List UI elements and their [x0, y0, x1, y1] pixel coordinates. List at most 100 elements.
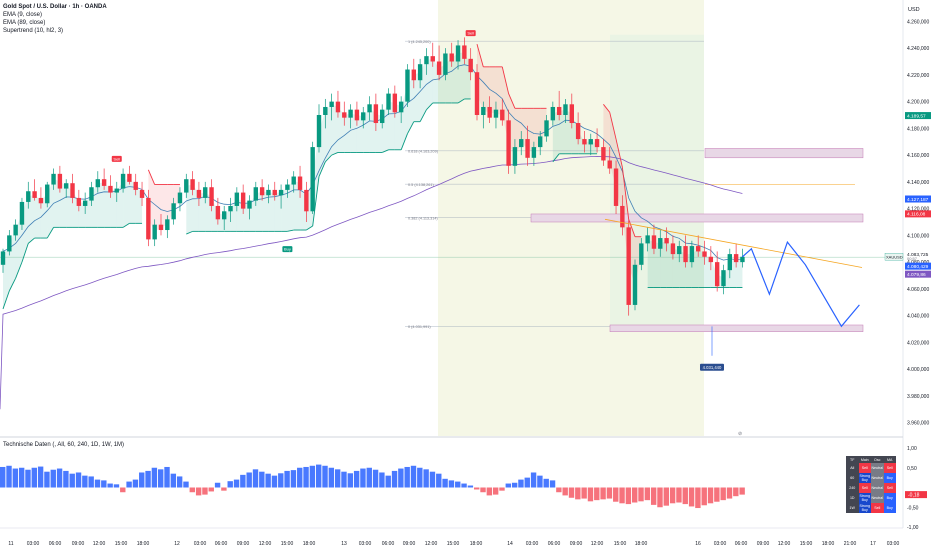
supertrend-segment	[426, 102, 434, 110]
candle-body	[430, 56, 435, 62]
histogram-bar	[442, 478, 448, 488]
symbol-title[interactable]: Gold Spot / U.S. Dollar · 1h · OANDA	[3, 4, 107, 10]
time-tick-label: 11	[8, 541, 13, 547]
candle-body	[266, 189, 271, 196]
supertrend-shade	[356, 115, 364, 153]
candle-body	[310, 147, 315, 212]
supertrend-shade	[53, 179, 60, 228]
time-tick-label: 09:00	[757, 541, 770, 547]
supertrend-shade	[154, 184, 161, 233]
price-tick-label: 4.200,000	[907, 100, 929, 106]
histogram-bar	[385, 475, 391, 488]
histogram-bar	[44, 471, 50, 488]
fib-level-label: 0.382 (4.113,314)	[408, 216, 438, 220]
histogram-bar	[436, 473, 442, 488]
time-tick-label: 06:00	[735, 541, 748, 547]
time-tick-label: 03:00	[887, 541, 900, 547]
histogram-bar	[650, 487, 657, 505]
histogram-bar	[18, 467, 25, 488]
candle-body	[177, 192, 183, 204]
price-tick-label: 4.040,000	[907, 314, 929, 320]
supertrend-shade	[281, 187, 288, 232]
signal-badge	[282, 246, 293, 253]
supertrend-shade	[110, 189, 117, 228]
histogram-bar	[126, 481, 132, 488]
time-tick-label: 09:00	[72, 541, 85, 547]
histogram-bar	[366, 467, 372, 488]
histogram-bar	[265, 473, 271, 488]
tech-table-header: TF Main Osc MA	[846, 456, 896, 463]
candle-body	[171, 203, 176, 220]
candle-body	[411, 69, 416, 81]
histogram-bar	[372, 469, 379, 488]
price-axis-ticks[interactable]: 4.260,000 4.240,000 4.220,000 4.200,000 4.18…	[907, 19, 929, 426]
time-tick-label: 03:00	[714, 541, 727, 547]
supertrend-shade	[337, 106, 345, 153]
candle-body	[468, 58, 473, 73]
supertrend-segment	[8, 277, 17, 292]
candle-body	[348, 109, 353, 118]
time-tick-label: 06:00	[382, 541, 395, 547]
candle-body	[481, 106, 486, 115]
histogram-bar	[505, 483, 511, 488]
candle-body	[133, 181, 138, 190]
supertrend-segment	[476, 43, 484, 67]
histogram-bar	[170, 473, 177, 488]
support-zone	[609, 324, 864, 332]
time-axis-ticks[interactable]: 11 03:00 06:00 09:00 12:00 15:00 18:00 12 03:00 0…	[8, 541, 899, 547]
histogram-bar	[474, 487, 480, 490]
fib-level-label: 0.618 (4.163,209)	[408, 150, 439, 154]
ema-slow-legend[interactable]: EMA (89, close)	[3, 20, 46, 26]
time-tick-label: 12:00	[778, 541, 791, 547]
candle-body	[569, 104, 574, 124]
signal-label: Sell	[467, 31, 474, 36]
supertrend-shade	[28, 194, 35, 244]
histogram-bar	[284, 470, 290, 488]
histogram-bar	[252, 469, 259, 488]
supertrend-legend[interactable]: Supertrend (10, hl2, 3)	[3, 28, 64, 34]
candle-body	[51, 173, 56, 185]
supertrend-segment	[628, 219, 636, 237]
time-tick-label: 14	[507, 541, 513, 547]
histogram-bar	[575, 487, 581, 500]
histogram-bar	[158, 469, 164, 488]
candle-body	[392, 93, 398, 113]
supertrend-shade	[123, 177, 130, 228]
histogram-bar	[56, 468, 63, 488]
price-tag-ema-slow-bg	[905, 270, 931, 278]
chart-legend: Gold Spot / U.S. Dollar · 1h · OANDA EMA…	[3, 3, 107, 35]
tech-table-cell: All	[846, 463, 859, 473]
price-tick-label: 3.960,000	[907, 421, 929, 427]
candle-body	[215, 205, 221, 220]
clock-icon[interactable]: ⊘	[738, 431, 742, 437]
candle-body	[689, 246, 695, 263]
time-tick-label: 12:00	[591, 541, 604, 547]
supertrend-shade	[293, 180, 301, 231]
time-tick-label: 09:00	[570, 541, 583, 547]
supertrend-shade	[104, 182, 111, 228]
candle-body	[45, 184, 50, 204]
histogram-bar	[6, 465, 12, 488]
price-tag-current: 4.083,725	[907, 252, 929, 258]
candle-body	[165, 219, 170, 231]
supertrend-shade	[59, 181, 67, 228]
histogram-bar	[543, 478, 549, 488]
indicator-title[interactable]: Technische Daten (, All, 60, 240, 1D, 1W…	[3, 442, 125, 448]
fibonacci-zone-recent	[610, 34, 704, 329]
candle-body	[38, 197, 44, 204]
histogram-bar	[417, 467, 423, 488]
histogram-bar	[657, 487, 663, 508]
time-tick-label: 18:00	[303, 541, 316, 547]
supertrend-shade	[375, 113, 383, 153]
histogram-bar	[120, 487, 126, 493]
price-tag-ema-bg	[905, 112, 931, 120]
time-tick-label: 15:00	[115, 541, 128, 547]
supertrend-shade	[413, 72, 421, 122]
indicator-tick-label: -1,00	[907, 525, 919, 531]
indicator-value-label: -0,18	[908, 492, 920, 498]
histogram-bar	[341, 471, 347, 488]
histogram-bar	[404, 466, 410, 488]
supertrend-shade	[552, 110, 560, 162]
ema-fast-legend[interactable]: EMA (9, close)	[3, 12, 43, 18]
